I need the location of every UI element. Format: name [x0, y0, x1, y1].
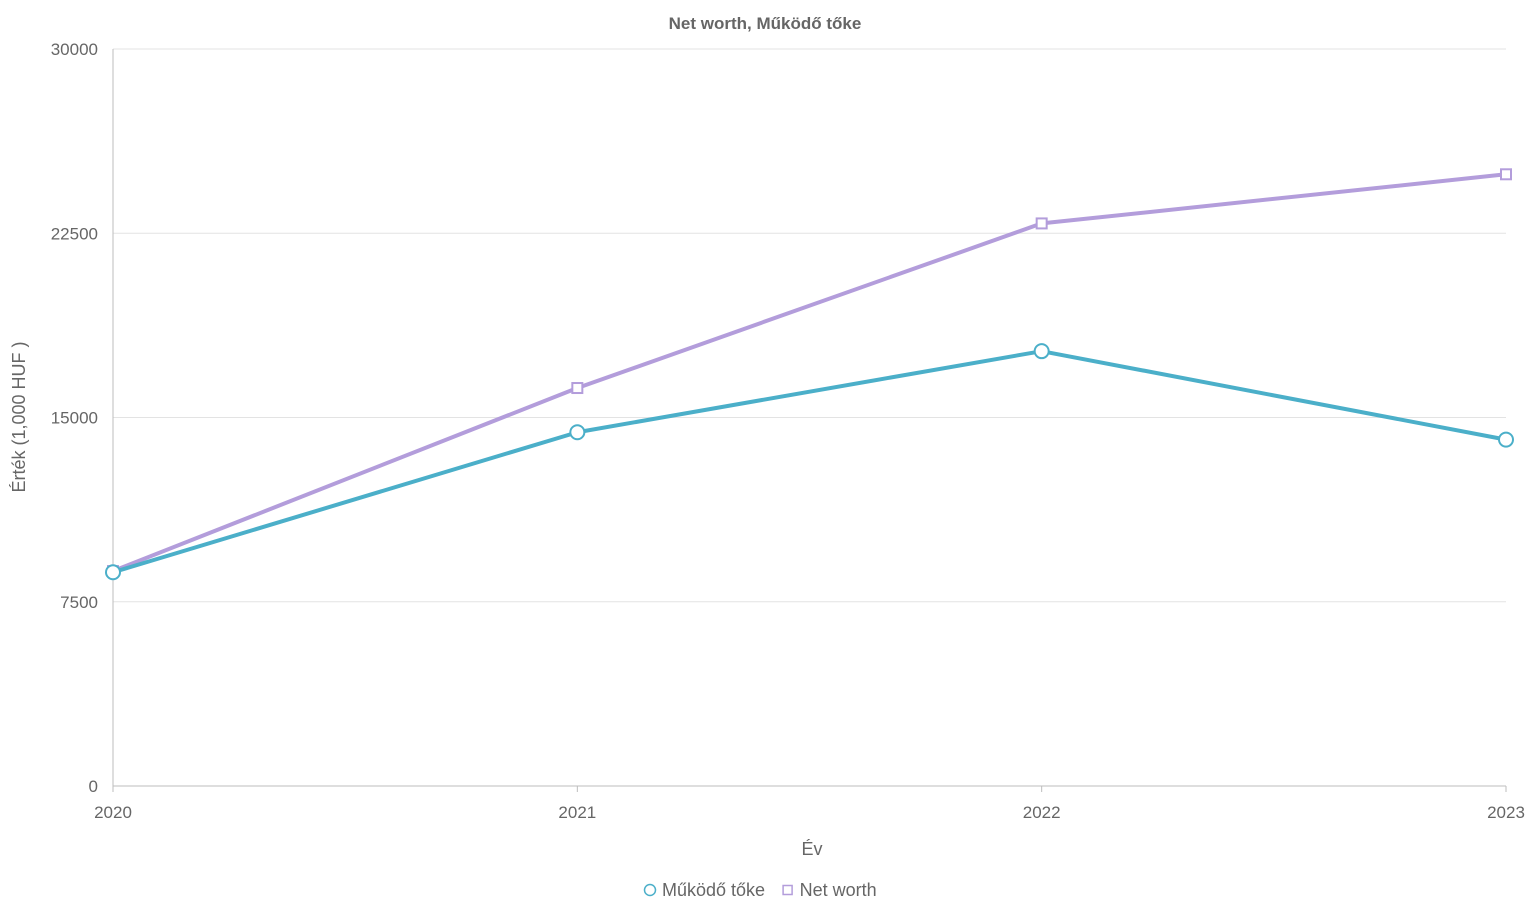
chart-title: Net worth, Működő tőke: [669, 14, 862, 33]
x-axis-label: Év: [801, 839, 822, 859]
y-tick-label: 0: [89, 777, 98, 796]
legend-label-0[interactable]: Működő tőke: [662, 880, 765, 900]
series-line-1: [111, 172, 1508, 574]
y-tick-labels: 0 7500 15000 22500 30000: [51, 40, 98, 796]
x-tick-label: 2021: [558, 803, 596, 822]
x-tick-label: 2020: [94, 803, 132, 822]
data-point-0-1[interactable]: [569, 424, 586, 441]
y-tick-label: 22500: [51, 224, 98, 243]
x-tick-label: 2022: [1023, 803, 1061, 822]
data-point-1-3[interactable]: [1500, 168, 1512, 181]
data-point-0-0[interactable]: [105, 564, 121, 581]
legend-marker-0: [643, 883, 657, 897]
data-point-0-3[interactable]: [1498, 431, 1514, 448]
y-tick-label: 7500: [60, 593, 98, 612]
y-tick-label: 30000: [51, 40, 98, 59]
y-axis-label: Érték (1,000 HUF ): [9, 341, 29, 492]
axes: [112, 49, 1506, 787]
data-point-0-2[interactable]: [1033, 343, 1050, 360]
legend-marker-1: [782, 884, 793, 896]
data-point-1-1[interactable]: [571, 382, 584, 395]
legend-label-1[interactable]: Net worth: [800, 880, 877, 900]
gridlines: [113, 48, 1506, 603]
x-tick-labels: 2020 2021 2022 2023: [94, 786, 1525, 822]
legend[interactable]: Működő tőke Net worth: [643, 880, 877, 900]
x-tick-label: 2023: [1487, 803, 1525, 822]
series-line-0: [111, 349, 1508, 575]
series-layer: [105, 168, 1514, 581]
y-tick-label: 15000: [51, 409, 98, 428]
data-point-1-2[interactable]: [1035, 217, 1048, 230]
